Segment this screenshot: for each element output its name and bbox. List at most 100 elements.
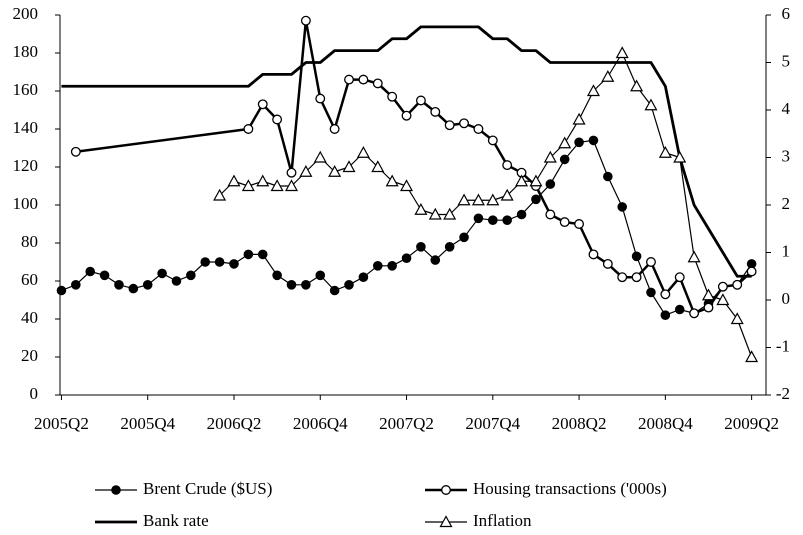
data-point: [559, 217, 570, 228]
data-point: [344, 280, 354, 290]
data-point: [315, 93, 326, 104]
data-point: [543, 150, 557, 163]
data-point: [746, 266, 757, 277]
data-point: [401, 110, 412, 121]
data-point: [701, 288, 715, 301]
data-point: [342, 160, 356, 173]
data-point: [516, 209, 527, 220]
y-tick-label: 200: [13, 4, 39, 23]
data-point: [529, 174, 543, 187]
x-tick-label: 2008Q2: [552, 414, 607, 433]
y2-tick-label: 5: [782, 51, 791, 70]
data-point: [674, 272, 685, 283]
data-point: [473, 213, 484, 224]
data-point: [601, 70, 615, 82]
data-point: [687, 250, 701, 263]
data-point: [301, 280, 311, 290]
data-point: [515, 174, 529, 187]
data-point: [473, 124, 484, 134]
data-point: [71, 280, 81, 290]
x-tick-label: 2009Q2: [724, 414, 779, 433]
data-point: [444, 242, 455, 252]
legend-label: Inflation: [473, 511, 532, 530]
data-point: [387, 261, 397, 271]
legend-label: Housing transactions ('000s): [473, 479, 667, 498]
x-tick-label: 2007Q4: [465, 414, 520, 433]
data-point: [646, 287, 656, 298]
data-point: [586, 84, 600, 97]
data-point: [385, 174, 399, 187]
series-line: [61, 25, 752, 278]
y-tick-label: 120: [13, 156, 39, 175]
data-point: [243, 249, 254, 260]
data-point: [415, 95, 426, 106]
data-point: [272, 114, 283, 125]
data-point: [157, 268, 167, 279]
y2-tick-label: 1: [782, 241, 791, 260]
y-tick-label: 160: [13, 80, 39, 99]
y-tick-label: 140: [13, 118, 39, 137]
data-point: [328, 165, 342, 177]
data-point: [745, 350, 759, 363]
y-tick-label: 80: [21, 232, 38, 251]
data-point: [200, 257, 211, 267]
data-point: [488, 215, 498, 225]
data-point: [457, 193, 471, 206]
legend-label: Bank rate: [143, 511, 209, 530]
data-point: [400, 179, 414, 192]
data-point: [186, 270, 196, 281]
data-point: [630, 79, 644, 92]
data-point: [660, 289, 671, 300]
data-point: [732, 279, 743, 290]
data-point: [85, 266, 95, 277]
data-point: [471, 193, 485, 206]
y2-tick-label: 2: [782, 194, 791, 213]
data-point: [256, 174, 270, 187]
data-point: [128, 283, 139, 294]
data-point: [329, 285, 340, 296]
data-point: [444, 120, 455, 131]
data-point: [603, 171, 613, 182]
data-point: [717, 281, 728, 292]
data-point: [502, 215, 512, 225]
data-point: [358, 74, 369, 85]
y-tick-label: 180: [13, 42, 39, 61]
y2-tick-label: 6: [782, 4, 791, 23]
data-point: [428, 207, 442, 220]
data-point: [716, 293, 730, 306]
data-point: [660, 310, 671, 321]
data-point: [241, 179, 255, 192]
data-point: [286, 167, 297, 178]
y2-tick-label: 4: [782, 99, 791, 118]
data-point: [644, 98, 658, 111]
y-tick-label: 40: [21, 308, 38, 327]
data-point: [703, 302, 714, 313]
data-point: [229, 259, 239, 269]
data-point: [559, 154, 570, 165]
data-point: [270, 179, 284, 192]
data-point: [730, 312, 744, 325]
data-point: [631, 251, 642, 262]
data-point: [588, 249, 599, 260]
data-point: [574, 137, 584, 148]
data-point: [257, 249, 268, 260]
data-point: [500, 188, 514, 201]
data-point: [70, 146, 81, 157]
data-point: [558, 136, 572, 149]
legend-marker: [441, 485, 451, 495]
data-point: [588, 135, 599, 146]
data-point: [459, 118, 469, 129]
data-point: [213, 188, 227, 201]
data-point: [414, 203, 428, 215]
y2-tick-label: 3: [782, 146, 791, 165]
legend-marker: [111, 485, 121, 495]
data-point: [358, 272, 369, 283]
data-point: [602, 258, 613, 269]
data-point: [430, 106, 441, 117]
data-point: [689, 308, 700, 319]
data-point: [401, 253, 412, 264]
data-point: [574, 219, 585, 229]
y-tick-label: 0: [30, 384, 39, 403]
